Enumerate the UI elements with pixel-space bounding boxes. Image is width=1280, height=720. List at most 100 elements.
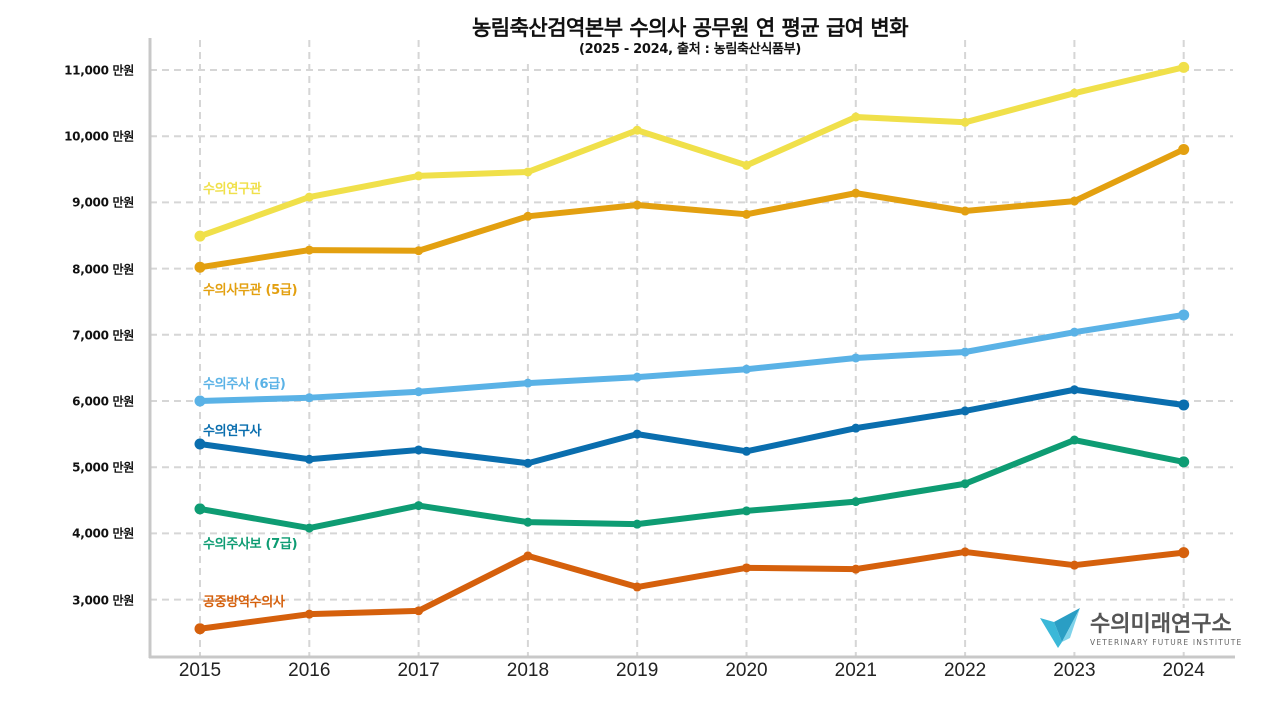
data-point — [304, 609, 314, 619]
series-3 — [194, 385, 1190, 468]
data-point — [851, 564, 861, 574]
x-tick-label: 2018 — [506, 660, 550, 681]
data-point — [304, 245, 314, 255]
y-tick-label: 8,000 만원 — [72, 262, 134, 277]
data-point — [414, 606, 424, 616]
data-point — [414, 445, 424, 455]
chart-title: 농림축산검역본부 수의사 공무원 연 평균 급여 변화 — [471, 16, 909, 40]
series-1 — [194, 143, 1190, 273]
data-point — [632, 125, 642, 135]
series-label: 수의연구사 — [203, 424, 262, 440]
x-tick-label: 2020 — [725, 660, 768, 681]
y-tick-label: 5,000 만원 — [72, 460, 134, 475]
data-point — [194, 395, 206, 407]
data-point — [1178, 547, 1190, 559]
data-point — [1069, 196, 1079, 206]
series-label: 수의주사 (6급) — [203, 377, 286, 392]
data-point — [851, 423, 861, 433]
institute-logo: 수의미래연구소 VETERINARY FUTURE INSTITUTE — [1040, 608, 1243, 652]
data-point — [1178, 143, 1190, 155]
data-point — [632, 582, 642, 592]
data-point — [632, 519, 642, 529]
data-point — [851, 353, 861, 363]
y-tick-label: 4,000 만원 — [72, 526, 134, 541]
chart-title-block: 농림축산검역본부 수의사 공무원 연 평균 급여 변화 (2025 - 2024… — [440, 14, 940, 60]
y-tick-label: 9,000 만원 — [72, 195, 134, 210]
series-line — [197, 386, 1187, 467]
series-label: 수의주사보 (7급) — [203, 536, 298, 552]
data-point — [960, 206, 970, 216]
data-point — [742, 364, 751, 374]
data-point — [304, 454, 314, 464]
data-point — [1178, 61, 1190, 73]
data-point — [632, 200, 642, 210]
series-line — [197, 437, 1187, 532]
data-point — [194, 438, 206, 450]
series-label: 수의연구관 — [203, 182, 262, 198]
data-point — [632, 372, 642, 382]
series-4 — [194, 435, 1190, 533]
x-tick-label: 2016 — [288, 660, 331, 681]
series-2 — [194, 309, 1190, 407]
series-label: 수의사무관 (5급) — [203, 283, 298, 299]
y-tick-label: 6,000 만원 — [72, 394, 134, 409]
series-5 — [194, 547, 1190, 635]
data-point — [194, 503, 206, 515]
chart-subtitle: (2025 - 2024, 출처 : 농림축산식품부) — [579, 42, 801, 57]
data-point — [1069, 327, 1079, 337]
data-point — [960, 479, 970, 489]
x-tick-label: 2017 — [397, 660, 440, 681]
data-point — [1069, 385, 1079, 395]
data-point — [742, 446, 751, 456]
data-point — [414, 501, 424, 511]
data-point — [194, 230, 206, 242]
data-point — [304, 192, 314, 202]
data-point — [851, 497, 861, 507]
y-tick-label: 10,000 만원 — [64, 129, 134, 144]
x-tick-label: 2021 — [834, 660, 877, 681]
series-line — [197, 311, 1187, 404]
y-tick-label: 3,000 만원 — [72, 593, 134, 608]
data-point — [1178, 399, 1190, 411]
data-point — [742, 563, 751, 573]
data-point — [414, 171, 424, 181]
data-point — [742, 209, 751, 219]
series-line — [197, 548, 1187, 632]
data-point — [523, 167, 533, 177]
data-point — [194, 623, 206, 635]
data-point — [851, 188, 861, 198]
x-tick-label: 2019 — [616, 660, 659, 681]
y-tick-label: 11,000 만원 — [64, 63, 134, 78]
data-point — [523, 551, 533, 561]
data-point — [1178, 309, 1190, 321]
series-line — [197, 64, 1187, 240]
data-point — [960, 347, 970, 357]
data-point — [523, 458, 533, 468]
data-point — [523, 378, 533, 388]
data-point — [960, 406, 970, 416]
data-point — [304, 523, 314, 533]
logo-name-korean: 수의미래연구소 — [1090, 612, 1232, 637]
data-point — [960, 547, 970, 557]
x-tick-label: 2015 — [178, 660, 222, 681]
series-label: 공중방역수의사 — [203, 594, 285, 610]
data-point — [194, 261, 206, 273]
data-point — [632, 429, 642, 439]
series-lines — [194, 61, 1190, 635]
data-point — [414, 246, 424, 256]
data-point — [742, 506, 751, 516]
data-point — [851, 112, 861, 122]
data-point — [414, 387, 424, 397]
data-point — [523, 211, 533, 221]
data-point — [523, 517, 533, 527]
data-point — [1069, 560, 1079, 570]
series-0 — [194, 61, 1190, 242]
x-tick-label: 2022 — [943, 660, 987, 681]
data-point — [304, 393, 314, 403]
axes — [148, 38, 1235, 659]
x-tick-label: 2023 — [1053, 660, 1096, 681]
v-chevron-logo-icon — [1040, 608, 1080, 648]
logo-name-english: VETERINARY FUTURE INSTITUTE — [1090, 638, 1243, 647]
data-point — [742, 160, 751, 170]
